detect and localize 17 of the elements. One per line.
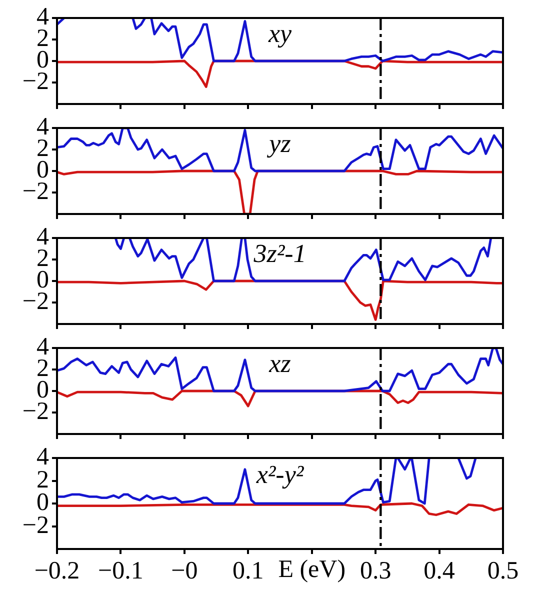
y-tick-label: 4: [36, 224, 50, 251]
x-tick-label: 0.5: [487, 558, 519, 585]
x-axis-title: E (eV): [278, 556, 346, 584]
annotation: xy: [267, 19, 292, 48]
x-tick-label: −0.2: [34, 558, 80, 585]
x-tick-label: 0.3: [360, 558, 392, 585]
annotation: x²-y²: [255, 460, 305, 490]
annotation: xz: [268, 349, 291, 378]
y-tick-label: 4: [36, 114, 50, 141]
x-tick-label: 0.4: [424, 558, 456, 585]
y-tick-label: 4: [36, 334, 50, 361]
x-tick-label: −0.1: [98, 558, 144, 585]
x-tick-label: 0.1: [232, 558, 264, 585]
annotation: 3z²-1: [252, 239, 306, 268]
x-tick-label: −0: [171, 558, 198, 585]
annotation: yz: [266, 129, 291, 158]
y-tick-label: 4: [36, 4, 50, 31]
